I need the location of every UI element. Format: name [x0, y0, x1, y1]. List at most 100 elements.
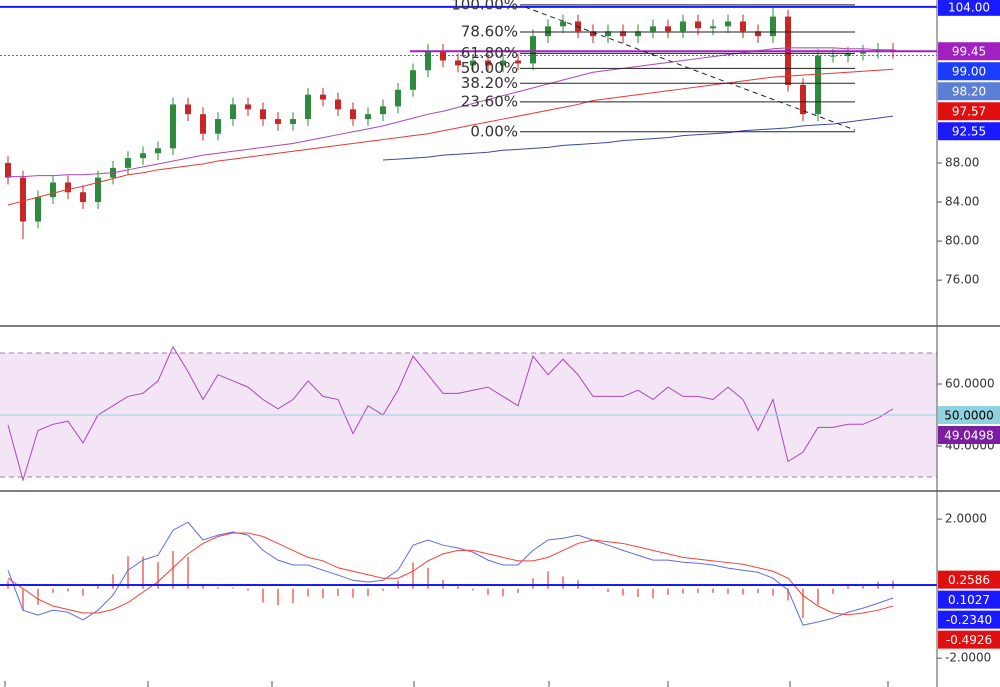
price-tag-label: 0.2586 [948, 573, 990, 587]
histogram-bar [382, 588, 384, 591]
histogram-bar [727, 588, 729, 595]
series-line [7, 345, 894, 482]
y-tick-label: 84.00 [945, 195, 979, 209]
y-tick-label: -2.0000 [945, 651, 991, 665]
histogram-bar [712, 588, 714, 593]
histogram-bar [232, 587, 234, 589]
fib-label: 0.00% [470, 122, 518, 140]
price-tag [938, 42, 1000, 61]
candle-body [200, 114, 206, 134]
histogram-bar [37, 588, 39, 605]
histogram-bar [547, 571, 549, 589]
candle-body [710, 26, 716, 29]
histogram-bar [172, 551, 174, 589]
price-tag-label: 49.0498 [944, 429, 994, 443]
series-line [8, 47, 893, 178]
candle-body [260, 109, 266, 120]
histogram-bar [487, 588, 489, 595]
price-tag-label: 0.1027 [948, 593, 990, 607]
candle-body [560, 21, 566, 27]
candle-body [35, 197, 41, 222]
histogram-bar [862, 583, 864, 589]
candle-body [80, 192, 86, 203]
histogram-bar [757, 588, 759, 594]
price-tag-label: 98.20 [952, 85, 986, 99]
price-tag-label: -0.2340 [946, 613, 992, 627]
candle-body [845, 53, 851, 56]
candle-body [5, 162, 11, 178]
candle-body [665, 26, 671, 32]
histogram-bar [82, 588, 84, 596]
candle-body [755, 31, 761, 37]
labels-layer: 88.0084.0080.0076.00100.00%78.60%61.80%5… [451, 0, 1000, 665]
fib-label: 50.00% [461, 59, 518, 77]
candle-body [335, 99, 341, 110]
price-tag [938, 570, 1000, 589]
histogram-bar [532, 578, 534, 589]
histogram-bar [217, 587, 219, 589]
histogram-bar [112, 574, 114, 589]
candle-body [740, 21, 746, 32]
fib-label: 61.80% [461, 44, 518, 62]
candle-body [680, 21, 686, 32]
candle-body [830, 55, 836, 57]
price-tag-label: 50.0000 [944, 409, 994, 423]
histogram-bar [427, 567, 429, 589]
candle-body [20, 177, 26, 222]
histogram-bar [562, 576, 564, 589]
histogram-bar [772, 588, 774, 596]
histogram-bar [652, 588, 654, 599]
histogram-bar [247, 588, 249, 591]
candle-body [170, 104, 176, 149]
candle-body [50, 182, 56, 198]
background-layer [0, 352, 937, 619]
y-tick-label: 2.0000 [945, 512, 987, 526]
histogram-bar [472, 588, 474, 591]
series-line [7, 532, 894, 616]
histogram-bar [802, 588, 804, 619]
histogram-bar [322, 588, 324, 599]
candle-body [245, 104, 251, 110]
candle-body [695, 21, 701, 29]
histogram-bar [67, 588, 69, 592]
candle-body [455, 60, 461, 66]
price-tag-label: -0.4926 [946, 633, 992, 647]
candle-body [275, 119, 281, 124]
histogram-bar [262, 588, 264, 603]
fib-label: 23.60% [461, 92, 518, 110]
candle-body [530, 36, 536, 64]
histogram-bar [97, 585, 99, 589]
histogram-bar [142, 556, 144, 589]
histogram-bar [277, 588, 279, 606]
candle-body [350, 109, 356, 120]
candle-body [590, 31, 596, 37]
candle-body [305, 94, 311, 120]
histogram-bar [22, 588, 24, 611]
candle-body [725, 21, 731, 27]
price-tag [938, 406, 1000, 425]
price-tag [938, 82, 1000, 101]
trend-line [524, 6, 856, 131]
candle-body [365, 114, 371, 120]
y-tick-label: 76.00 [945, 273, 979, 287]
histogram-bar [637, 588, 639, 597]
candle-body [440, 50, 446, 61]
histogram-bar [202, 585, 204, 589]
candle-body [215, 119, 221, 134]
histogram-bar [622, 588, 624, 596]
histogram-bar [412, 562, 414, 589]
candle-body [95, 177, 101, 203]
candle-body [500, 60, 506, 66]
price-tag [938, 122, 1000, 141]
histogram-bar [367, 588, 369, 596]
price-tag [938, 62, 1000, 81]
candle-body [515, 60, 521, 64]
candle-body [155, 148, 161, 154]
histogram-bar [187, 557, 189, 589]
histogram-bar [817, 588, 819, 605]
candle-body [230, 104, 236, 120]
histogram-bar [682, 588, 684, 594]
y-tick-label: 88.00 [945, 155, 979, 169]
candle-body [320, 94, 326, 100]
price-tag [938, 102, 1000, 121]
